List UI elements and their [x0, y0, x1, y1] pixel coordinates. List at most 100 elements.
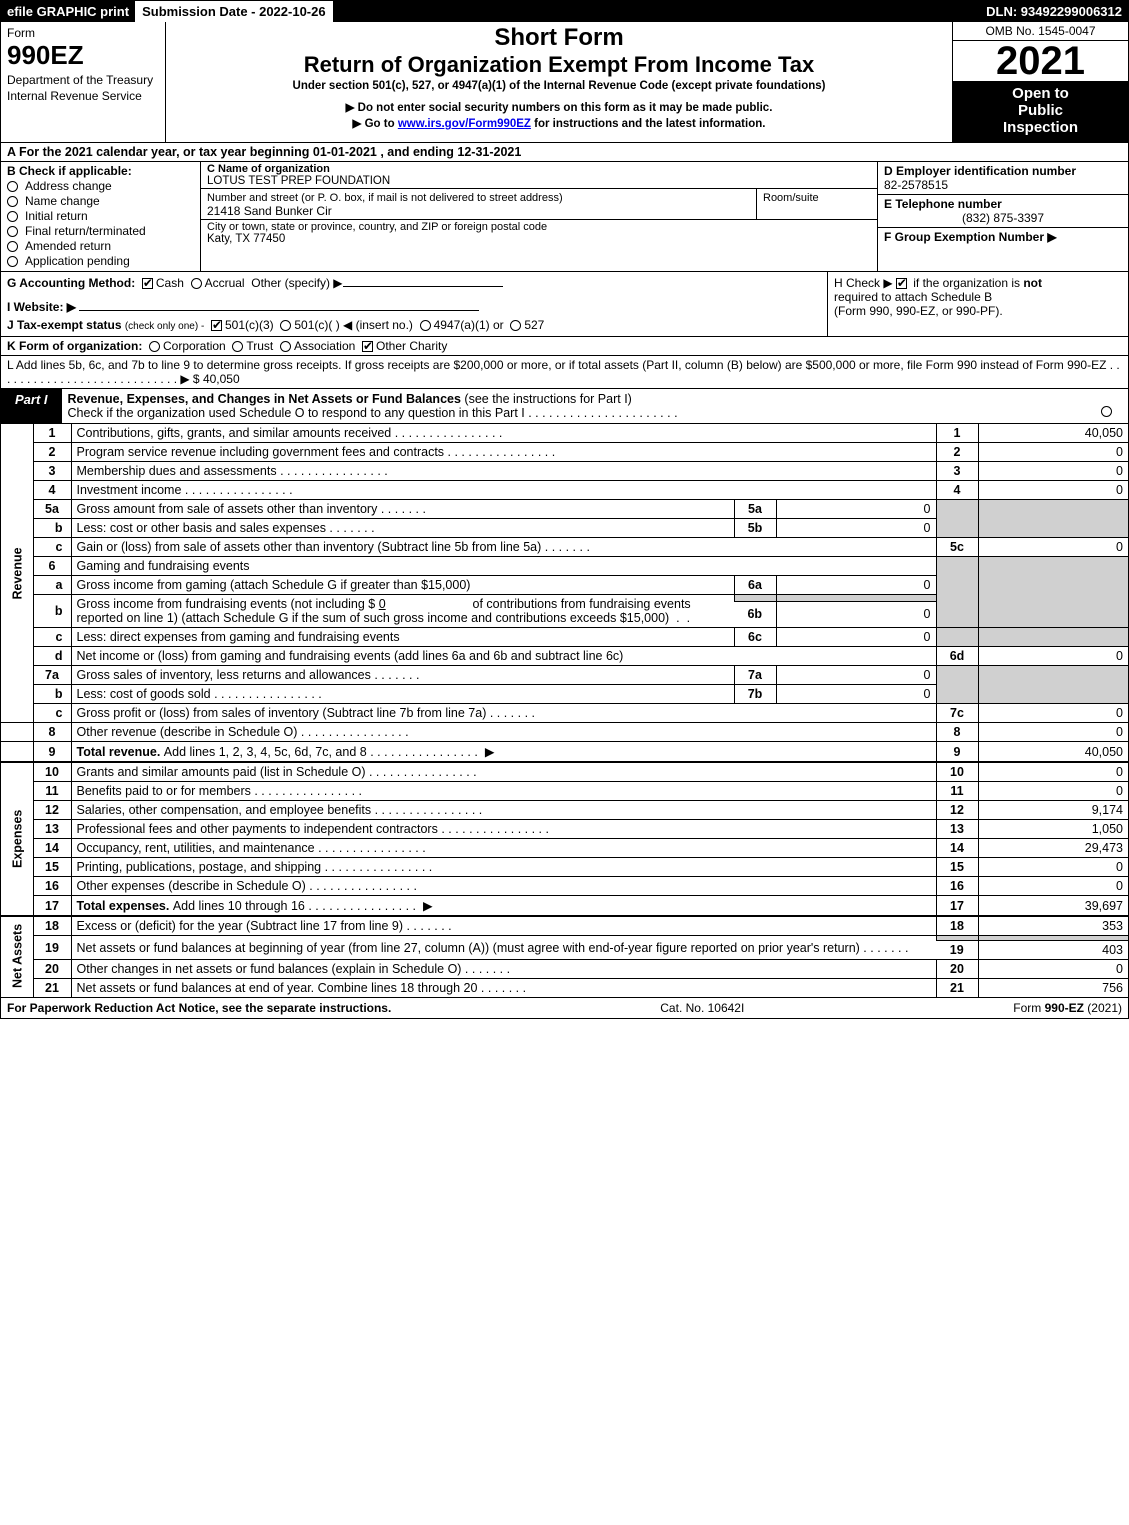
chk-schedule-o-part1[interactable]	[1101, 406, 1112, 417]
form-990ez: efile GRAPHIC print Submission Date - 20…	[0, 0, 1129, 1019]
chk-initial-return[interactable]: Initial return	[7, 209, 194, 223]
part-1-title: Revenue, Expenses, and Changes in Net As…	[68, 392, 465, 406]
checkbox-icon	[7, 241, 18, 252]
submission-date: Submission Date - 2022-10-26	[136, 1, 333, 22]
part-1-desc: Revenue, Expenses, and Changes in Net As…	[62, 389, 1128, 423]
org-name: LOTUS TEST PREP FOUNDATION	[207, 175, 390, 187]
table-row: 4 Investment income 4 0	[1, 481, 1128, 500]
chk-trust[interactable]	[232, 341, 243, 352]
chk-amended-return[interactable]: Amended return	[7, 239, 194, 253]
open-line1: Open to	[1012, 85, 1069, 102]
table-row: 12 Salaries, other compensation, and emp…	[1, 801, 1128, 820]
part-1-tab: Part I	[1, 389, 62, 423]
paperwork-notice: For Paperwork Reduction Act Notice, see …	[7, 1001, 391, 1015]
e-label: E Telephone number	[884, 197, 1002, 211]
table-row: 15 Printing, publications, postage, and …	[1, 858, 1128, 877]
chk-final-return[interactable]: Final return/terminated	[7, 224, 194, 238]
form-word: Form	[7, 26, 159, 40]
checkbox-icon	[7, 181, 18, 192]
tax-year: 2021	[953, 41, 1128, 81]
g-label: G Accounting Method:	[7, 276, 135, 290]
h-text3: required to attach Schedule B	[834, 290, 992, 304]
table-row: 17 Total expenses. Add lines 10 through …	[1, 896, 1128, 917]
h-text2: if the organization is	[913, 276, 1023, 290]
form-header: Form 990EZ Department of the Treasury In…	[1, 22, 1128, 143]
chk-other-org[interactable]	[362, 341, 373, 352]
page-footer: For Paperwork Reduction Act Notice, see …	[1, 997, 1128, 1018]
dln-number: DLN: 93492299006312	[980, 1, 1128, 22]
h-section: H Check ▶ if the organization is not req…	[828, 272, 1128, 336]
irs-link[interactable]: www.irs.gov/Form990EZ	[398, 118, 531, 130]
h-text4: (Form 990, 990-EZ, or 990-PF).	[834, 304, 1003, 318]
table-row: 6 Gaming and fundraising events	[1, 557, 1128, 576]
room-label: Room/suite	[763, 192, 819, 204]
open-to-public-box: Open to Public Inspection	[953, 81, 1128, 142]
val-1: 40,050	[978, 424, 1128, 443]
phone-cell: E Telephone number (832) 875-3397	[878, 195, 1128, 228]
chk-accrual[interactable]	[191, 278, 202, 289]
chk-527[interactable]	[510, 320, 521, 331]
chk-name-change[interactable]: Name change	[7, 194, 194, 208]
chk-4947[interactable]	[420, 320, 431, 331]
tax-exempt-row: J Tax-exempt status (check only one) - 5…	[7, 318, 821, 332]
chk-corporation[interactable]	[149, 341, 160, 352]
h-text1: H Check ▶	[834, 276, 893, 290]
table-row: 14 Occupancy, rent, utilities, and maint…	[1, 839, 1128, 858]
efile-print-link[interactable]: efile GRAPHIC print	[1, 1, 136, 22]
header-left: Form 990EZ Department of the Treasury In…	[1, 22, 166, 142]
goto-pre: ▶ Go to	[353, 118, 398, 130]
chk-schedule-b-not-required[interactable]	[896, 278, 907, 289]
room-suite-cell: Room/suite	[757, 189, 877, 219]
top-bar: efile GRAPHIC print Submission Date - 20…	[1, 1, 1128, 22]
dept-treasury: Department of the Treasury	[7, 73, 159, 87]
street-label: Number and street (or P. O. box, if mail…	[207, 192, 563, 204]
subtitle-section: Under section 501(c), 527, or 4947(a)(1)…	[172, 80, 946, 92]
table-row: 3 Membership dues and assessments 3 0	[1, 462, 1128, 481]
title-return: Return of Organization Exempt From Incom…	[172, 52, 946, 78]
chk-association[interactable]	[280, 341, 291, 352]
part-1-table: Revenue 1 Contributions, gifts, grants, …	[1, 424, 1128, 997]
row-l: L Add lines 5b, 6c, and 7b to line 9 to …	[1, 356, 1128, 389]
city-cell: City or town, state or province, country…	[201, 220, 877, 246]
table-row: 5a Gross amount from sale of assets othe…	[1, 500, 1128, 519]
irs-label: Internal Revenue Service	[7, 89, 159, 103]
h-not: not	[1023, 276, 1042, 290]
checkbox-icon	[7, 226, 18, 237]
ein-cell: D Employer identification number 82-2578…	[878, 162, 1128, 195]
table-row: 13 Professional fees and other payments …	[1, 820, 1128, 839]
website-input[interactable]	[79, 310, 479, 311]
catalog-number: Cat. No. 10642I	[660, 1001, 744, 1015]
table-row: Expenses 10 Grants and similar amounts p…	[1, 762, 1128, 782]
table-row: 7a Gross sales of inventory, less return…	[1, 666, 1128, 685]
chk-cash[interactable]	[142, 278, 153, 289]
goto-post: for instructions and the latest informat…	[531, 118, 766, 130]
other-specify-input[interactable]	[343, 286, 503, 287]
top-bar-spacer	[333, 1, 981, 22]
table-row: 8 Other revenue (describe in Schedule O)…	[1, 723, 1128, 742]
subtitle-goto: ▶ Go to www.irs.gov/Form990EZ for instru…	[172, 116, 946, 130]
other-org-value: Charity	[409, 339, 447, 353]
b-title: B Check if applicable:	[7, 164, 194, 178]
chk-501c3[interactable]	[211, 320, 222, 331]
l-text: L Add lines 5b, 6c, and 7b to line 9 to …	[7, 358, 1120, 386]
table-row: Revenue 1 Contributions, gifts, grants, …	[1, 424, 1128, 443]
table-row: 21 Net assets or fund balances at end of…	[1, 979, 1128, 998]
phone-value: (832) 875-3397	[884, 211, 1122, 225]
gh-left: G Accounting Method: Cash Accrual Other …	[1, 272, 828, 336]
section-c: C Name of organization LOTUS TEST PREP F…	[201, 162, 878, 271]
table-row: 11 Benefits paid to or for members 11 0	[1, 782, 1128, 801]
chk-application-pending[interactable]: Application pending	[7, 254, 194, 268]
desc-6b: Gross income from fundraising events (no…	[71, 595, 734, 628]
header-right: OMB No. 1545-0047 2021 Open to Public In…	[953, 22, 1128, 142]
table-row: c Less: direct expenses from gaming and …	[1, 628, 1128, 647]
chk-501c[interactable]	[280, 320, 291, 331]
checkbox-icon	[7, 211, 18, 222]
chk-address-change[interactable]: Address change	[7, 179, 194, 193]
revenue-side-label: Revenue	[1, 424, 33, 723]
table-row: 2 Program service revenue including gove…	[1, 443, 1128, 462]
checkbox-icon	[7, 256, 18, 267]
checkbox-icon	[7, 196, 18, 207]
website-row: I Website: ▶	[7, 300, 821, 314]
c-label: C Name of organization	[207, 163, 330, 175]
form-ref: Form 990-EZ (2021)	[1013, 1001, 1122, 1015]
